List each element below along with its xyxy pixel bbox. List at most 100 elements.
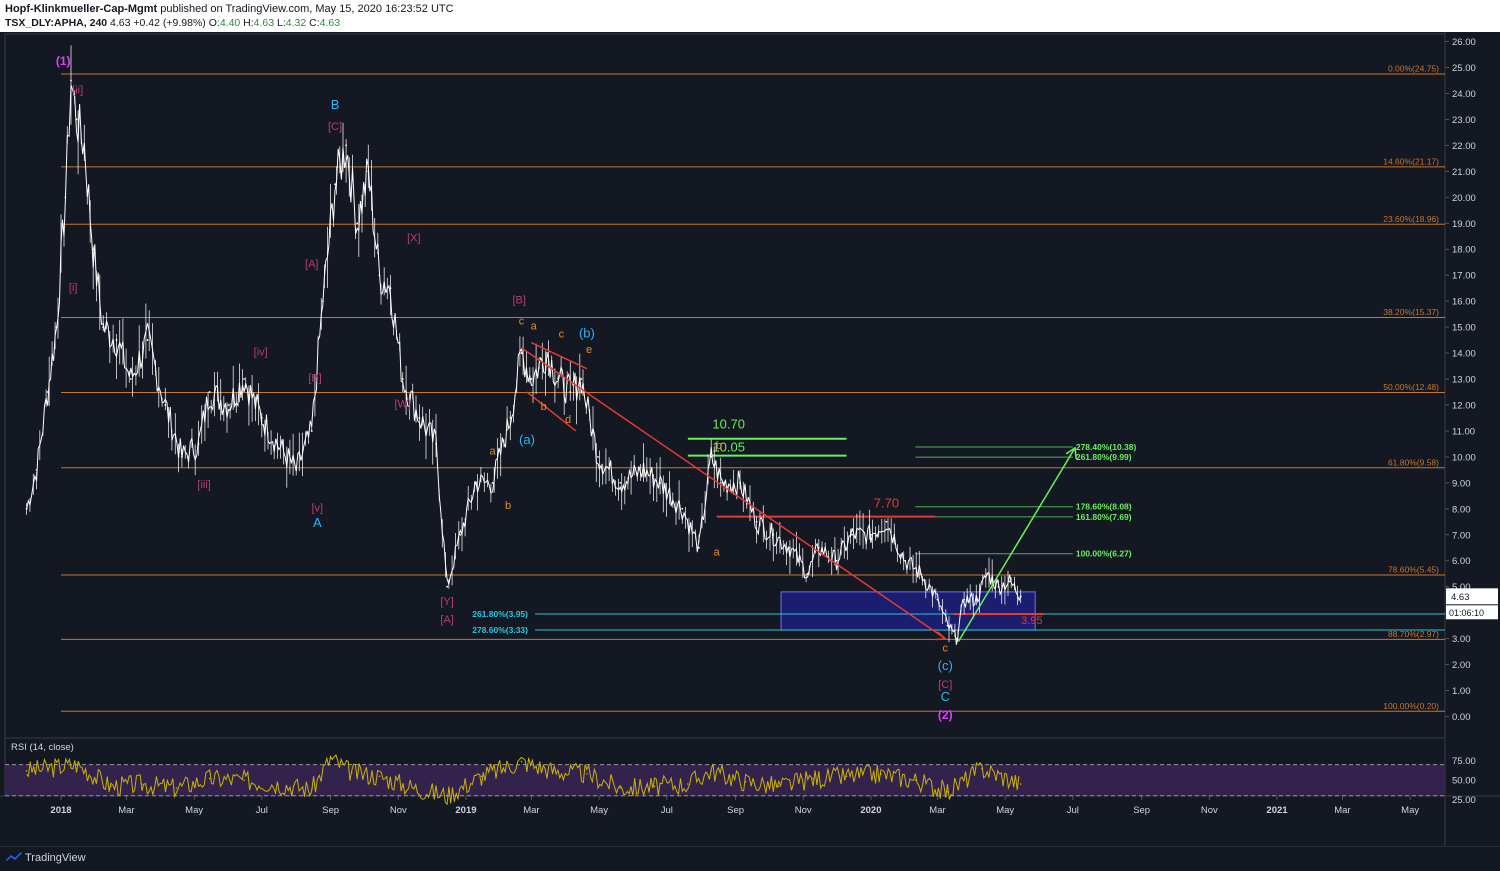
price-tick-label: 24.00	[1452, 89, 1476, 100]
wave-label: (1)	[56, 54, 71, 68]
price-tick-label: 16.00	[1452, 297, 1476, 308]
price-point	[509, 417, 512, 419]
chart-area[interactable]: 26.00 25.00 24.00 23.00 22.00 21.00 20.00 19.00…	[0, 32, 1500, 846]
price-tick-label: 18.00	[1452, 245, 1476, 256]
price-point	[755, 520, 758, 523]
rsi-tick-label: 75.00	[1452, 756, 1476, 767]
rsi-point	[710, 770, 712, 772]
price-tick-label: 21.00	[1452, 167, 1476, 178]
time-tick-label: Nov	[390, 805, 407, 816]
time-tick-label: 2018	[50, 805, 71, 816]
price-point	[181, 456, 183, 458]
wave-label: a	[490, 445, 497, 457]
rsi-point	[845, 775, 848, 778]
time-tick-label: Nov	[795, 805, 812, 816]
price-point	[597, 456, 599, 458]
price-point	[75, 118, 78, 121]
price-point	[295, 468, 298, 471]
rsi-point	[276, 783, 279, 785]
time-tick-label: 2019	[455, 805, 476, 816]
wave-label: c	[943, 643, 949, 655]
rsi-point	[329, 757, 332, 760]
wave-label: a	[714, 547, 721, 559]
ohlc-line: TSX_DLY:APHA, 240 4.63 +0.42 (+9.98%) O:…	[5, 17, 340, 29]
rsi-point	[1019, 783, 1022, 785]
price-point	[243, 378, 245, 380]
price-tick-label: 22.00	[1452, 141, 1476, 152]
price-point	[276, 443, 279, 445]
downtrend-arrowhead	[935, 631, 948, 641]
wave-label: [X]	[407, 232, 420, 244]
price-point	[92, 248, 95, 251]
countdown-badge	[1446, 605, 1498, 620]
time-tick-label: 2020	[860, 805, 881, 816]
price-point	[310, 430, 313, 432]
price-tick-label: 11.00	[1452, 426, 1475, 437]
fib-extension-label: 178.60%(8.08)	[1076, 502, 1132, 512]
wave-label: [A]	[305, 258, 318, 270]
rsi-point	[687, 783, 689, 785]
time-tick-label: Jul	[1067, 805, 1079, 816]
rsi-point	[653, 785, 656, 788]
support-zone-box	[780, 591, 1036, 631]
rsi-label: RSI (14, close)	[11, 742, 74, 753]
price-tick-label: 7.00	[1452, 530, 1471, 541]
wave-label: [C]	[328, 121, 342, 133]
fib-level-label: 100.00%(0.20)	[1383, 701, 1439, 711]
price-point	[418, 417, 421, 419]
triangle-upper-line	[531, 341, 588, 370]
time-tick-label: Sep	[727, 805, 744, 816]
rsi-point	[310, 788, 313, 791]
price-point	[164, 404, 167, 406]
fib-extension-label: 261.80%(9.99)	[1076, 452, 1132, 462]
price-point	[817, 546, 820, 549]
rsi-point	[141, 783, 143, 785]
publisher-name[interactable]: Hopf-Klinkmueller-Cap-Mgmt	[5, 3, 158, 15]
price-point	[25, 507, 28, 510]
wave-label: (a)	[519, 432, 535, 447]
price-tick-label: 14.00	[1452, 349, 1476, 360]
price-tick-label: 6.00	[1452, 556, 1471, 567]
price-point	[681, 507, 684, 510]
wave-label: [i]	[69, 282, 78, 294]
high-value: 4.63	[253, 17, 275, 29]
wave-label: a	[531, 321, 538, 333]
tradingview-logo[interactable]: TradingView	[6, 852, 86, 864]
price-point	[446, 585, 449, 588]
rsi-point	[812, 777, 815, 780]
price-point	[772, 533, 775, 536]
symbol-label[interactable]: TSX_DLY:APHA, 240	[5, 17, 108, 29]
rsi-point	[551, 770, 554, 772]
wave-label: e	[586, 344, 592, 356]
open-value: 4.40	[219, 17, 241, 29]
price-point	[919, 572, 922, 575]
price-tick-label: 23.00	[1452, 115, 1476, 126]
wave-label: b	[541, 401, 547, 413]
time-tick-label: May	[185, 805, 203, 816]
wave-label: d	[565, 414, 571, 426]
price-point	[520, 352, 523, 354]
price-point	[789, 546, 791, 549]
countdown-text: 01:06:10	[1449, 608, 1484, 618]
wave-label: [C]	[938, 679, 952, 691]
wave-label: C	[941, 689, 950, 704]
rsi-point	[981, 767, 983, 770]
price-wicks	[26, 45, 1022, 643]
price-point	[345, 144, 348, 147]
wave-label: b	[505, 500, 511, 512]
low-value: 4.32	[285, 17, 307, 29]
fib-support-label: 278.60%(3.33)	[472, 625, 528, 635]
price-point	[530, 378, 533, 380]
rsi-point	[744, 780, 747, 783]
rsi-point	[175, 787, 178, 789]
price-tick-label: 26.00	[1452, 37, 1476, 48]
wave-label: [iii]	[197, 479, 210, 491]
time-tick-label: Mar	[929, 805, 945, 816]
price-point	[334, 183, 336, 186]
price-point	[963, 598, 966, 601]
fib-level-label: 23.60%(18.96)	[1383, 214, 1439, 224]
price-point	[146, 339, 149, 341]
rsi-point	[75, 763, 78, 766]
price-point	[557, 378, 559, 380]
chart-canvas[interactable]: 26.00 25.00 24.00 23.00 22.00 21.00 20.00 19.00…	[0, 32, 1500, 846]
